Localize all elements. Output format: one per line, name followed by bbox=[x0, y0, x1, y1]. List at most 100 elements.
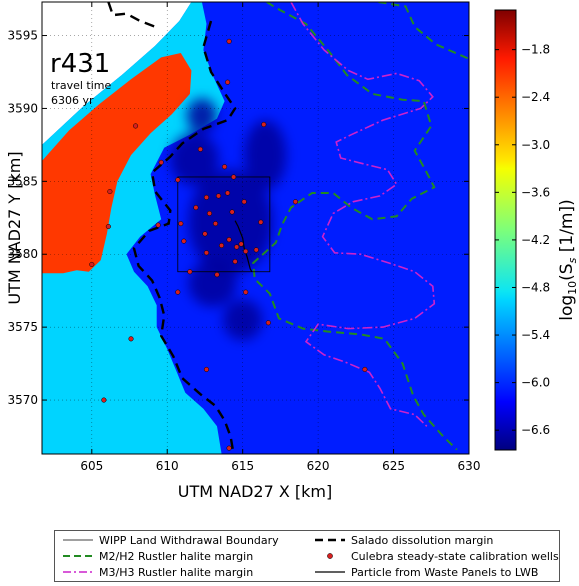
wipp-land-withdrawal-boundary bbox=[177, 176, 271, 273]
model-id-label: r431 bbox=[50, 49, 110, 79]
legend-swatch-salado bbox=[315, 538, 345, 542]
legend-swatch-m2h2 bbox=[63, 555, 93, 557]
y-tick-label: 3590 bbox=[7, 101, 38, 115]
colorbar-ticks: −1.8 −2.4 −3.0 −3.6 −4.2 −4.8 −5.4 −6.0 −6.6 bbox=[495, 43, 550, 437]
well-marker bbox=[225, 79, 231, 85]
well-marker bbox=[178, 221, 184, 227]
x-axis-label: UTM NAD27 X [km] bbox=[178, 482, 332, 501]
y-tick-label: 3580 bbox=[7, 247, 38, 261]
calibration-wells bbox=[89, 38, 368, 451]
x-tick-label: 605 bbox=[80, 459, 103, 473]
legend-label-salado: Salado dissolution margin bbox=[351, 533, 494, 547]
colorbar: −1.8 −2.4 −3.0 −3.6 −4.2 −4.8 −5.4 −6.0 −6.6 log… bbox=[494, 9, 579, 451]
well-marker bbox=[232, 258, 238, 265]
m2h2-halite-margin bbox=[252, 2, 458, 451]
legend: WIPP Land Withdrawal Boundary Salado dis… bbox=[54, 530, 560, 582]
legend-label-m3h3: M3/H3 Rustler halite margin bbox=[99, 565, 254, 579]
well-marker bbox=[292, 199, 299, 205]
y-axis-ticks: 3570 3575 3580 3585 3590 3595 bbox=[7, 29, 469, 407]
legend-label-wipp: WIPP Land Withdrawal Boundary bbox=[99, 533, 279, 547]
colorbar-tick-label: −4.8 bbox=[521, 280, 550, 294]
well-marker bbox=[219, 242, 225, 249]
well-marker bbox=[238, 241, 244, 247]
m2h2-halite-margin-lower bbox=[378, 2, 469, 60]
well-marker bbox=[175, 289, 181, 295]
legend-swatch-wells bbox=[327, 553, 333, 559]
colorbar-tick-label: −6.6 bbox=[521, 423, 550, 437]
x-tick-label: 620 bbox=[307, 459, 330, 473]
legend-swatch-m3h3 bbox=[63, 571, 93, 573]
well-marker bbox=[234, 244, 240, 250]
legend-item-salado: Salado dissolution margin bbox=[315, 531, 493, 549]
well-marker bbox=[226, 445, 232, 451]
well-marker bbox=[222, 164, 228, 170]
well-marker bbox=[225, 190, 231, 196]
low-storativity-core bbox=[170, 98, 287, 341]
legend-item-m2h2: M2/H2 Rustler halite margin bbox=[63, 547, 253, 565]
y-axis-label: UTM NAD27 Y [km] bbox=[5, 151, 24, 304]
colorbar-tick-label: −5.4 bbox=[521, 328, 550, 342]
well-marker bbox=[226, 38, 232, 44]
x-tick-label: 625 bbox=[382, 459, 405, 473]
legend-item-particle: Particle from Waste Panels to LWB bbox=[315, 563, 538, 581]
well-marker bbox=[229, 209, 235, 215]
legend-label-m2h2: M2/H2 Rustler halite margin bbox=[99, 549, 254, 563]
y-tick-label: 3585 bbox=[7, 174, 38, 188]
grid-lines bbox=[42, 2, 469, 454]
well-marker bbox=[261, 121, 267, 128]
well-marker bbox=[243, 248, 249, 254]
map-plot-area: 605 610 615 620 625 630 357035753580358535903… bbox=[5, 1, 480, 501]
orange-storativity-zone bbox=[42, 53, 192, 274]
well-marker bbox=[241, 199, 247, 205]
well-marker bbox=[158, 159, 164, 165]
well-marker bbox=[128, 336, 134, 342]
salado-dissolution-margin-top bbox=[107, 2, 156, 28]
plot-frame bbox=[41, 1, 470, 455]
well-marker bbox=[89, 261, 95, 268]
colorbar-label: log10(Ss [1/m]) bbox=[557, 199, 579, 321]
well-marker bbox=[226, 237, 232, 243]
travel-time-value: 6306 yr bbox=[51, 94, 94, 107]
legend-swatch-particle bbox=[315, 571, 345, 573]
well-marker bbox=[243, 289, 249, 295]
well-marker bbox=[265, 320, 271, 326]
x-tick-label: 610 bbox=[156, 459, 179, 473]
colorbar-gradient bbox=[494, 9, 517, 451]
well-marker bbox=[132, 123, 139, 129]
well-marker bbox=[253, 247, 259, 253]
m3h3-halite-margin bbox=[290, 2, 436, 427]
well-marker bbox=[206, 210, 213, 216]
y-tick-label: 3575 bbox=[7, 320, 38, 334]
x-tick-label: 615 bbox=[231, 459, 254, 473]
well-marker bbox=[101, 397, 107, 403]
colorbar-tick-label: −2.4 bbox=[521, 90, 550, 104]
x-axis-ticks: 605 610 615 620 625 630 bbox=[80, 2, 480, 473]
well-marker bbox=[193, 205, 199, 211]
legend-swatch-wipp bbox=[63, 539, 93, 541]
well-marker bbox=[175, 177, 181, 183]
well-marker bbox=[203, 250, 210, 256]
legend-label-wells: Culebra steady-state calibration wells bbox=[351, 549, 559, 563]
salado-dissolution-margin bbox=[132, 20, 237, 454]
well-marker bbox=[187, 269, 193, 275]
well-marker bbox=[197, 146, 203, 152]
well-marker bbox=[202, 231, 208, 237]
well-marker bbox=[215, 193, 222, 199]
colorbar-tick-label: −3.6 bbox=[521, 185, 550, 199]
well-marker bbox=[107, 188, 113, 195]
well-marker bbox=[212, 221, 219, 227]
y-tick-label: 3570 bbox=[7, 393, 38, 407]
well-marker bbox=[258, 219, 264, 225]
particle-path bbox=[234, 220, 253, 272]
well-marker bbox=[214, 272, 220, 278]
well-marker bbox=[181, 238, 187, 244]
colorbar-tick-label: −4.2 bbox=[521, 233, 550, 247]
well-marker bbox=[105, 223, 111, 230]
colorbar-tick-label: −3.0 bbox=[521, 138, 550, 152]
legend-label-particle: Particle from Waste Panels to LWB bbox=[351, 565, 539, 579]
well-marker bbox=[231, 174, 237, 180]
well-marker bbox=[155, 222, 161, 228]
legend-item-wipp: WIPP Land Withdrawal Boundary bbox=[63, 531, 279, 549]
well-marker bbox=[362, 366, 368, 372]
